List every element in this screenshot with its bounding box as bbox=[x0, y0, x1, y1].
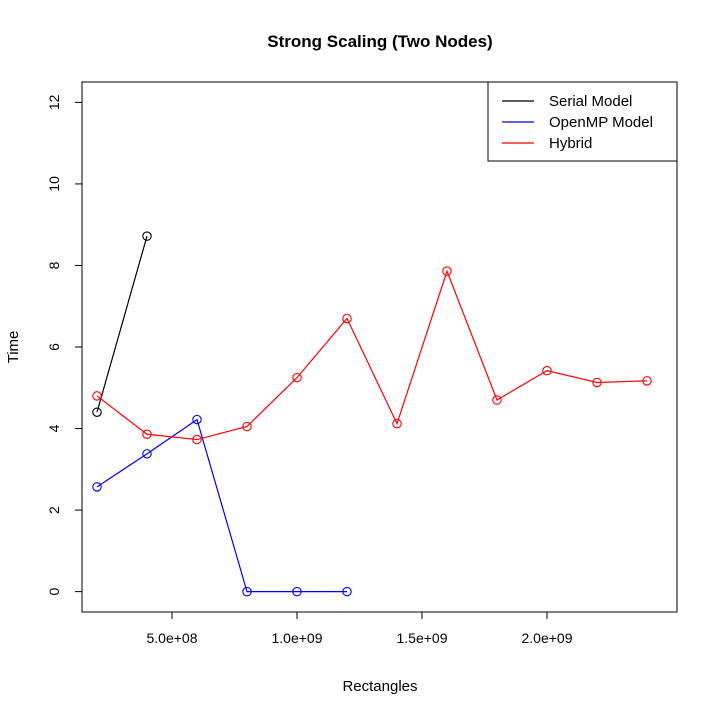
legend: Serial Model OpenMP Model Hybrid bbox=[487, 81, 678, 162]
series-line-0 bbox=[96, 235, 148, 413]
data-point bbox=[142, 231, 152, 241]
data-point bbox=[492, 395, 502, 405]
y-tick-label: 2 bbox=[46, 506, 62, 514]
series-line-1 bbox=[96, 418, 347, 593]
data-point bbox=[342, 313, 352, 324]
x-tick-label: 5.0e+08 bbox=[147, 630, 198, 646]
series-group bbox=[92, 231, 652, 597]
data-point bbox=[542, 365, 552, 376]
data-point bbox=[592, 377, 602, 388]
data-point bbox=[342, 586, 352, 597]
legend-label: Serial Model bbox=[549, 93, 632, 110]
data-point bbox=[192, 434, 202, 445]
data-point bbox=[292, 586, 302, 597]
x-axis-label: Rectangles bbox=[342, 678, 417, 695]
data-point bbox=[92, 482, 102, 492]
y-tick-label: 0 bbox=[46, 588, 62, 596]
y-tick-label: 6 bbox=[46, 343, 62, 351]
data-point bbox=[442, 266, 452, 276]
x-tick-label: 1.5e+09 bbox=[397, 630, 448, 646]
y-tick-label: 8 bbox=[46, 261, 62, 269]
legend-label: OpenMP Model bbox=[549, 114, 653, 131]
data-point bbox=[92, 391, 102, 401]
legend-label: Hybrid bbox=[549, 135, 592, 152]
data-point bbox=[242, 421, 252, 432]
y-axis-label: Time bbox=[5, 331, 22, 364]
data-point bbox=[242, 586, 252, 597]
data-point bbox=[192, 414, 202, 425]
y-tick-label: 10 bbox=[46, 176, 62, 192]
x-tick-label: 2.0e+09 bbox=[522, 630, 573, 646]
x-tick-label: 1.0e+09 bbox=[272, 630, 323, 646]
data-point bbox=[642, 376, 652, 386]
series-line-2 bbox=[96, 269, 648, 441]
data-point bbox=[142, 449, 152, 459]
data-point bbox=[292, 372, 302, 383]
data-point bbox=[92, 407, 102, 417]
data-point bbox=[392, 418, 402, 429]
chart-title: Strong Scaling (Two Nodes) bbox=[267, 32, 492, 51]
y-tick-label: 12 bbox=[46, 94, 62, 110]
axes-group: 5.0e+08 1.0e+09 1.5e+09 2.0e+09 0 2 4 6 8 10 12 bbox=[46, 81, 678, 646]
y-tick-label: 4 bbox=[46, 424, 62, 432]
data-point bbox=[142, 429, 152, 439]
